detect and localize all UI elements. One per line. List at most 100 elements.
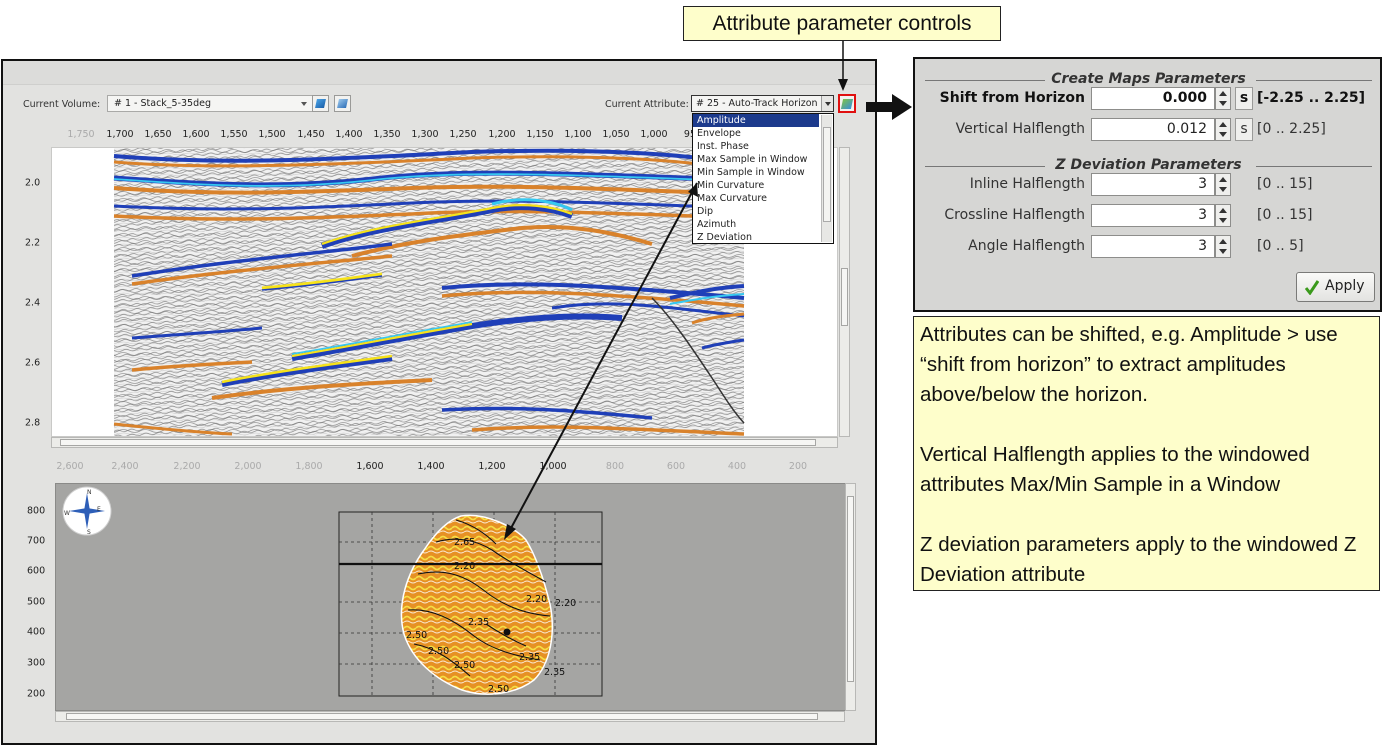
vertical-halflength-spinner[interactable] xyxy=(1215,118,1231,141)
callout-attribute-parameter-controls: Attribute parameter controls xyxy=(683,6,1001,41)
tick-label: 2.6 xyxy=(25,357,41,369)
tick-label: 1,600 xyxy=(182,129,210,140)
tick-label: 600 xyxy=(27,565,46,577)
vertical-halflength-input[interactable]: 0.012 xyxy=(1091,118,1215,141)
compass-letter: W xyxy=(64,510,70,517)
tick-label: 800 xyxy=(27,505,46,517)
contour-label: 2.35 xyxy=(468,617,489,628)
attribute-parameters-icon xyxy=(840,99,854,109)
app-window: Current Volume: # 1 - Stack_5-35deg Curr… xyxy=(1,59,877,745)
contour-label: 2.65 xyxy=(454,537,475,548)
crossline-range: [0 .. 15] xyxy=(1257,207,1313,223)
tick-label: 500 xyxy=(27,596,46,608)
tick-label: 200 xyxy=(788,461,808,472)
current-attribute-select[interactable]: # 25 - Auto-Track Horizon xyxy=(691,95,834,112)
vertical-halflength-row: Vertical Halflength 0.012 s [0 .. 2.25] xyxy=(915,118,1380,142)
compass-letter: E xyxy=(97,506,101,513)
tick-label: 1,500 xyxy=(258,129,286,140)
tick-label: 1,200 xyxy=(488,129,516,140)
tick-label: 1,400 xyxy=(417,461,445,472)
tick-label: 1,600 xyxy=(356,461,384,472)
attribute-option[interactable]: Azimuth xyxy=(697,219,737,230)
vertical-unit-button[interactable]: s xyxy=(1235,118,1253,141)
crossline-halflength-input[interactable]: 3 xyxy=(1091,204,1215,227)
contour-label: 2.20 xyxy=(526,594,547,605)
note-z-deviation: Z deviation parameters apply to the wind… xyxy=(920,533,1357,586)
crossline-halflength-spinner[interactable] xyxy=(1215,204,1231,227)
attribute-list-scrollbar[interactable] xyxy=(821,115,832,242)
contour-label: 2.50 xyxy=(428,646,449,657)
tick-label: 600 xyxy=(666,461,686,472)
attribute-option[interactable]: Min Curvature xyxy=(697,180,765,191)
attribute-option[interactable]: Max Curvature xyxy=(697,193,767,204)
apply-button[interactable]: Apply xyxy=(1296,272,1375,302)
attribute-option[interactable]: Envelope xyxy=(697,128,741,139)
tick-label: 2.8 xyxy=(25,417,41,429)
inline-halflength-label: Inline Halflength xyxy=(969,176,1085,192)
contour-label: 2.20 xyxy=(454,561,475,572)
contour-label: 2.35 xyxy=(544,667,565,678)
tick-label: 1,800 xyxy=(295,461,323,472)
attribute-option[interactable]: Max Sample in Window xyxy=(697,154,808,165)
tick-label: 1,700 xyxy=(106,129,134,140)
angle-halflength-spinner[interactable] xyxy=(1215,235,1231,258)
chevron-down-icon[interactable] xyxy=(821,96,833,111)
section-vertical-scrollbar[interactable] xyxy=(839,147,850,437)
attribute-dropdown-list[interactable]: Amplitude Envelope Inst. Phase Max Sample i… xyxy=(692,113,834,244)
checkmark-icon xyxy=(1305,280,1319,295)
callout-notes: Attributes can be shifted, e.g. Amplitud… xyxy=(913,316,1380,591)
inline-range: [0 .. 15] xyxy=(1257,176,1313,192)
contour-label: 2.50 xyxy=(488,684,509,695)
section-time-ruler: 2.0 2.2 2.4 2.6 2.8 xyxy=(7,147,47,437)
tick-label: 1,550 xyxy=(220,129,248,140)
angle-halflength-label: Angle Halflength xyxy=(968,238,1085,254)
tick-label: 700 xyxy=(27,535,46,547)
attribute-option[interactable]: Inst. Phase xyxy=(697,141,749,152)
inline-halflength-spinner[interactable] xyxy=(1215,173,1231,196)
map-vertical-scrollbar[interactable] xyxy=(845,483,856,711)
tick-label: 1,250 xyxy=(449,129,477,140)
tick-label: 1,400 xyxy=(335,129,363,140)
contour-labels: 2.652.202.20 2.202.352.502.502.502.352.35… xyxy=(406,537,576,695)
note-vertical-halflength: Vertical Halflength applies to the windo… xyxy=(920,443,1310,496)
attribute-option[interactable]: Z Deviation xyxy=(697,232,752,243)
attribute-parameters-button[interactable] xyxy=(838,94,856,113)
note-shift: Attributes can be shifted, e.g. Amplitud… xyxy=(920,323,1338,406)
tick-label: 1,350 xyxy=(373,129,401,140)
shift-from-horizon-spinner[interactable] xyxy=(1215,87,1231,110)
shift-from-horizon-input[interactable]: 0.000 xyxy=(1091,87,1215,110)
map-y-ruler: 800 700 600 500 400 300 200 xyxy=(7,483,51,711)
tick-label: 1,650 xyxy=(144,129,172,140)
crossline-halflength-label: Crossline Halflength xyxy=(944,207,1085,223)
volume-edit-icon[interactable] xyxy=(334,95,351,112)
current-volume-label: Current Volume: xyxy=(23,99,101,110)
current-attribute-value: # 25 - Auto-Track Horizon xyxy=(696,98,818,109)
shift-from-horizon-row: Shift from Horizon 0.000 s [-2.25 .. 2.2… xyxy=(915,87,1380,111)
shift-unit-button[interactable]: s xyxy=(1235,87,1253,110)
tick-label: 1,150 xyxy=(526,129,554,140)
volume-stack-icon[interactable] xyxy=(312,95,329,112)
current-volume-select[interactable]: # 1 - Stack_5-35deg xyxy=(107,95,313,112)
attribute-option[interactable]: Amplitude xyxy=(693,114,819,127)
section-inline-ruler: 1,750 1,700 1,650 1,600 1,550 1,500 1,450 1,400… xyxy=(51,127,841,145)
inline-halflength-input[interactable]: 3 xyxy=(1091,173,1215,196)
angle-halflength-input[interactable]: 3 xyxy=(1091,235,1215,258)
tick-label: 400 xyxy=(27,626,46,638)
section-horizontal-scrollbar[interactable] xyxy=(51,437,838,448)
create-maps-parameters-title: Create Maps Parameters xyxy=(925,71,1372,89)
attribute-option[interactable]: Dip xyxy=(697,206,713,217)
tick-label: 1,100 xyxy=(564,129,592,140)
map-horizontal-scrollbar[interactable] xyxy=(55,711,845,722)
title-bar xyxy=(3,61,875,85)
contour-label: 2.20 xyxy=(555,598,576,609)
vertical-halflength-label: Vertical Halflength xyxy=(955,121,1085,137)
current-attribute-label: Current Attribute: xyxy=(605,99,689,110)
map-x-ruler: 2,600 2,400 2,200 2,000 1,800 1,600 1,400 1,200… xyxy=(56,459,853,477)
crossline-halflength-row: Crossline Halflength 3 [0 .. 15] xyxy=(915,204,1380,228)
horizon-map-view[interactable]: 2.65 2.20 2.20 2.20 2.35 2.50 2.50 2.50 2.35 2.35… xyxy=(55,483,847,711)
tick-label: 2.4 xyxy=(25,297,41,309)
attribute-option[interactable]: Min Sample in Window xyxy=(697,167,805,178)
tick-label: 1,000 xyxy=(539,461,567,472)
inline-halflength-row: Inline Halflength 3 [0 .. 15] xyxy=(915,173,1380,197)
horizon-map-image: 2.652.202.20 2.202.352.502.502.502.352.35… xyxy=(62,486,603,697)
